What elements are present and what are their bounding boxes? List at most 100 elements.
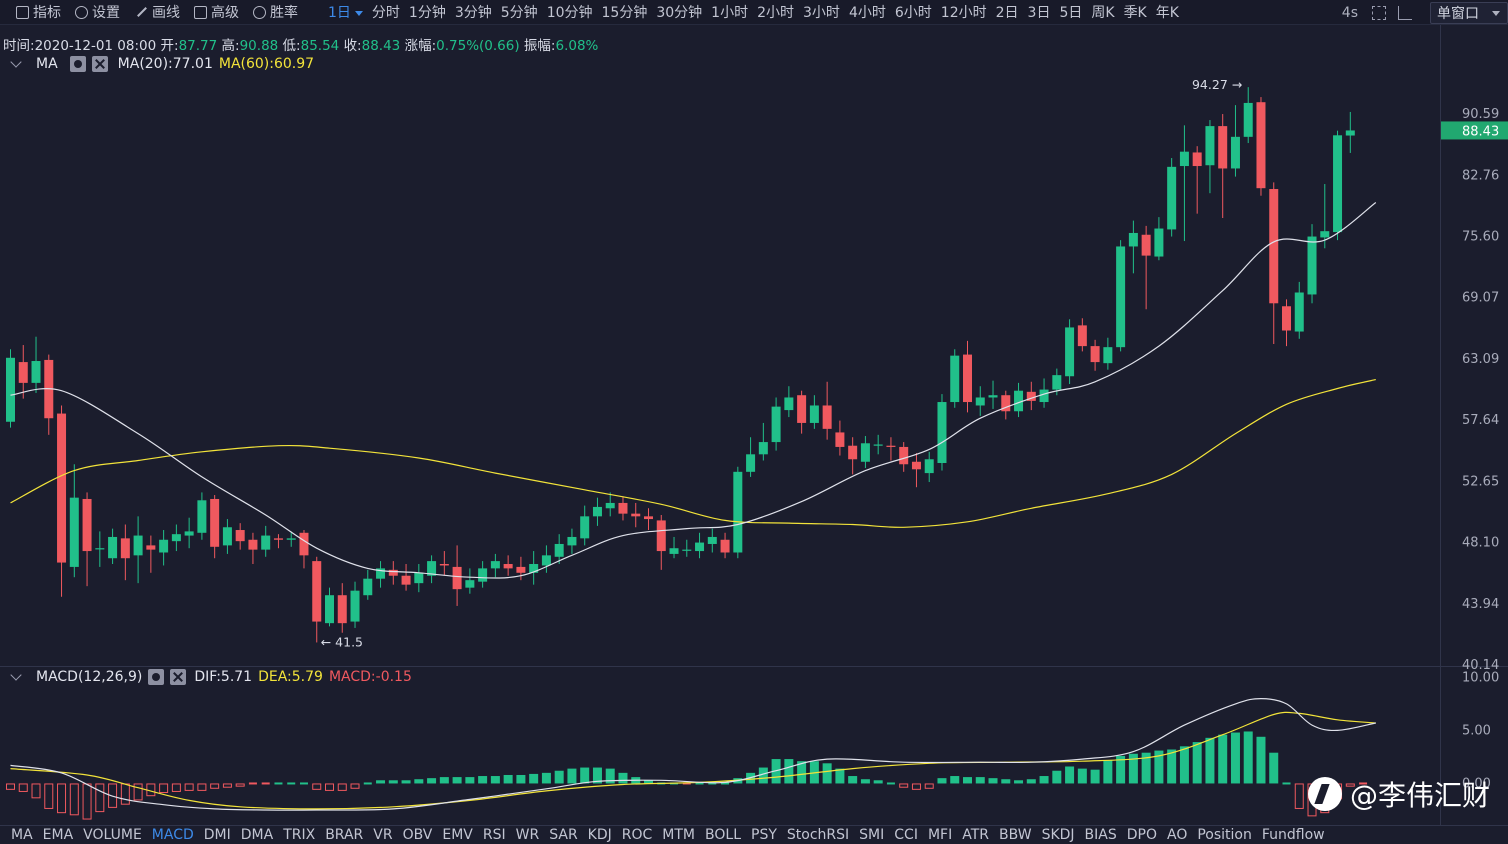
indicator-tool[interactable]: 指标	[16, 2, 61, 22]
tab-rsi[interactable]: RSI	[482, 827, 506, 843]
candle-body	[695, 542, 705, 552]
candle-body	[18, 362, 28, 383]
candle	[478, 561, 488, 588]
candle	[963, 340, 972, 413]
tab-ao[interactable]: AO	[1167, 827, 1188, 843]
candle	[797, 390, 807, 434]
tab-dpo[interactable]: DPO	[1126, 827, 1157, 843]
tab-ma[interactable]: MA	[11, 827, 33, 843]
candle-body	[1243, 102, 1253, 137]
period-3[interactable]: 3分钟	[454, 5, 492, 21]
tab-macd[interactable]: MACD	[151, 827, 194, 843]
tab-roc[interactable]: ROC	[621, 827, 653, 843]
macd-bar	[758, 767, 768, 784]
tab-volume[interactable]: VOLUME	[83, 827, 142, 843]
tab-kdj[interactable]: KDJ	[587, 827, 612, 843]
period-9[interactable]: 2小时	[757, 5, 795, 21]
tab-brar[interactable]: BRAR	[325, 827, 364, 843]
period-17[interactable]: 周K	[1091, 5, 1115, 21]
price-axis-label: 43.94	[1462, 597, 1499, 612]
period-16[interactable]: 5日	[1059, 5, 1083, 21]
window-mode-select[interactable]: 单窗口	[1430, 1, 1508, 24]
candle-body	[1345, 130, 1355, 136]
popout-icon[interactable]	[1398, 5, 1412, 20]
macd-bar	[248, 782, 257, 785]
tab-atr[interactable]: ATR	[962, 827, 989, 843]
macd-bar	[363, 782, 372, 785]
period-10[interactable]: 3小时	[803, 5, 840, 21]
tab-emv[interactable]: EMV	[442, 827, 473, 843]
candle	[1345, 111, 1355, 153]
tab-sar[interactable]: SAR	[549, 827, 578, 843]
tab-mtm[interactable]: MTM	[662, 827, 696, 843]
price-axis-label: 40.14	[1462, 658, 1499, 673]
ma-close-icon[interactable]	[91, 56, 108, 72]
time-value: 2020-12-01 08:00	[34, 38, 157, 54]
period-18[interactable]: 季K	[1123, 5, 1147, 21]
settings-tool[interactable]: 设置	[75, 2, 120, 22]
period-4[interactable]: 5分钟	[500, 5, 538, 21]
tab-boll[interactable]: BOLL	[705, 827, 741, 843]
tab-trix[interactable]: TRIX	[283, 827, 316, 843]
period-13[interactable]: 12小时	[940, 5, 987, 21]
candle	[656, 514, 666, 570]
period-12[interactable]: 6小时	[894, 5, 932, 21]
candle-body	[312, 561, 322, 622]
tab-bias[interactable]: BIAS	[1084, 827, 1117, 843]
period-11[interactable]: 4小时	[848, 5, 886, 21]
tab-bbw[interactable]: BBW	[999, 827, 1032, 843]
tab-vr[interactable]: VR	[373, 827, 393, 843]
period-5[interactable]: 10分钟	[546, 5, 593, 21]
candle	[427, 555, 437, 584]
macd-bar	[388, 780, 398, 784]
period-2[interactable]: 1分钟	[408, 5, 446, 21]
macd-bar-hollow	[45, 784, 53, 808]
macd-close-icon[interactable]	[170, 669, 187, 685]
chart-canvas[interactable]: 90.59 82.76 75.60 69.07 63.09 57.64 52.65 48.10…	[0, 25, 1508, 826]
tab-stochrsi[interactable]: StochRSI	[786, 827, 850, 843]
candle	[1167, 158, 1177, 237]
advanced-tool[interactable]: 高级	[194, 2, 239, 22]
period-19[interactable]: 年K	[1155, 5, 1179, 21]
tab-obv[interactable]: OBV	[402, 827, 433, 843]
period-1[interactable]: 分时	[371, 5, 400, 21]
win-rate-tool[interactable]: 胜率	[253, 2, 298, 22]
tab-dma[interactable]: DMA	[240, 827, 274, 843]
tab-wr[interactable]: WR	[515, 827, 540, 843]
period-14[interactable]: 2日	[995, 5, 1019, 21]
ma-settings-icon[interactable]	[69, 56, 86, 72]
candle-body	[108, 536, 118, 559]
macd-settings-icon[interactable]	[148, 669, 165, 685]
period-8[interactable]: 1小时	[711, 5, 749, 21]
candle	[873, 434, 883, 455]
candle	[924, 451, 934, 483]
candle	[1282, 299, 1291, 347]
draw-line-tool[interactable]: 画线	[134, 2, 180, 22]
tab-mfi[interactable]: MFI	[927, 827, 953, 843]
candle	[1077, 318, 1087, 352]
candle-body	[350, 590, 360, 622]
tab-smi[interactable]: SMI	[859, 827, 885, 843]
period-15[interactable]: 3日	[1027, 5, 1051, 21]
candle-body	[592, 506, 602, 517]
price-axis-label: 75.60	[1462, 230, 1499, 245]
tab-position[interactable]: Position	[1197, 827, 1252, 843]
candle-body	[746, 454, 756, 472]
tab-skdj[interactable]: SKDJ	[1041, 827, 1075, 843]
tab-fundflow[interactable]: Fundflow	[1261, 827, 1325, 843]
period-6[interactable]: 15分钟	[601, 5, 648, 21]
tab-psy[interactable]: PSY	[751, 827, 777, 843]
fullscreen-icon[interactable]	[1372, 5, 1386, 20]
candle	[1141, 225, 1151, 310]
tab-cci[interactable]: CCI	[894, 827, 918, 843]
period-7[interactable]: 30分钟	[656, 5, 703, 21]
tab-ema[interactable]: EMA	[42, 827, 74, 843]
tab-dmi[interactable]: DMI	[203, 827, 231, 843]
candle	[669, 536, 679, 559]
period-0[interactable]: 1日	[328, 2, 363, 22]
candle	[682, 539, 692, 557]
refresh-interval[interactable]: 4s	[1341, 4, 1358, 21]
candle-body	[835, 432, 845, 447]
candle	[1116, 240, 1126, 352]
macd-bar	[465, 777, 475, 784]
